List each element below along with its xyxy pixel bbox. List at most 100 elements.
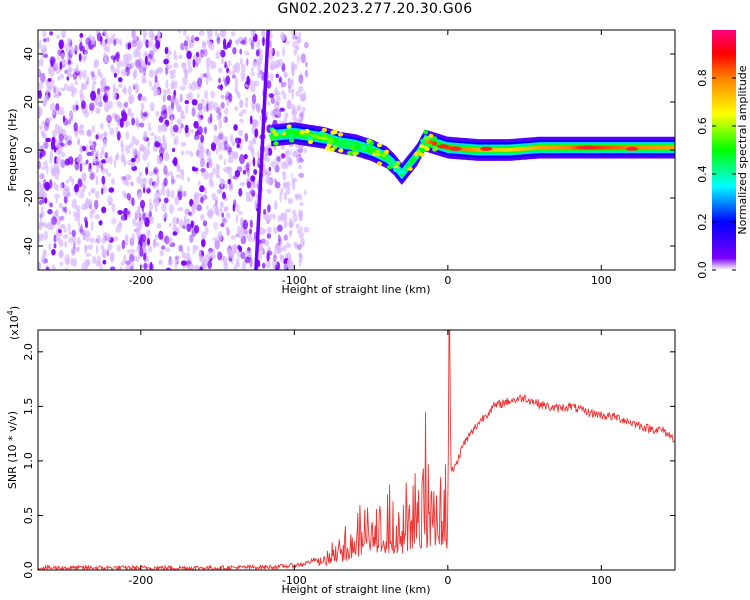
noise-blob <box>160 188 166 196</box>
noise-blob <box>214 30 218 37</box>
trace-peak <box>626 146 639 151</box>
noise-blob <box>250 71 255 76</box>
noise-blob <box>62 187 68 198</box>
noise-blob <box>126 210 131 215</box>
noise-blob <box>157 142 163 148</box>
noise-blob <box>92 80 97 86</box>
noise-blob <box>224 107 229 115</box>
noise-blob <box>245 97 249 103</box>
noise-blob <box>225 95 228 101</box>
noise-blob <box>68 210 72 215</box>
noise-blob <box>209 172 214 178</box>
noise-blob <box>277 59 284 67</box>
snr-line <box>38 330 675 570</box>
noise-blob <box>276 244 282 254</box>
noise-blob <box>204 226 209 235</box>
noise-blob <box>59 73 65 80</box>
noise-blob <box>84 232 91 242</box>
noise-blob <box>264 147 269 158</box>
noise-blob <box>182 190 186 197</box>
noise-blob <box>148 122 151 127</box>
noise-blob <box>265 170 272 177</box>
trace-blob <box>367 148 374 153</box>
noise-blob <box>86 129 92 138</box>
noise-blob <box>85 252 92 257</box>
noise-blob <box>128 143 134 149</box>
noise-blob <box>200 214 205 221</box>
noise-blob <box>135 117 139 126</box>
trace-blob <box>424 136 430 141</box>
noise-blob <box>79 92 85 103</box>
noise-blob <box>266 226 272 235</box>
noise-blob <box>91 71 95 78</box>
trace-blob <box>419 148 426 153</box>
noise-blob <box>140 218 144 225</box>
noise-blob <box>43 122 50 132</box>
noise-blob <box>232 175 238 180</box>
noise-blob <box>201 231 207 240</box>
noise-blob <box>79 162 83 172</box>
noise-blob <box>192 167 199 172</box>
vertical-stripe <box>254 30 270 270</box>
noise-blob <box>123 254 127 264</box>
noise-blob <box>106 91 110 96</box>
noise-blob <box>102 138 108 148</box>
noise-blob <box>184 214 187 224</box>
noise-blob <box>290 266 295 270</box>
noise-blob <box>90 208 96 214</box>
noise-blob <box>121 88 128 93</box>
trace-blob <box>307 139 314 144</box>
trace-peak <box>449 146 462 151</box>
noise-blob <box>173 62 179 69</box>
noise-blob <box>225 226 229 231</box>
noise-blob <box>90 187 96 194</box>
noise-blob <box>50 102 56 112</box>
noise-blob <box>55 209 59 217</box>
noise-blob <box>186 223 192 232</box>
trace-core <box>419 144 425 149</box>
noise-blob <box>56 156 62 165</box>
noise-blob <box>133 49 139 58</box>
noise-blob <box>124 66 129 72</box>
noise-blob <box>71 86 78 95</box>
noise-blob <box>298 165 303 170</box>
noise-blob <box>182 30 187 36</box>
noise-blob <box>281 255 285 263</box>
noise-blob <box>122 190 126 197</box>
noise-blob <box>66 76 70 81</box>
trace-blob <box>427 143 433 148</box>
noise-blob <box>248 228 253 235</box>
noise-blob <box>171 132 175 137</box>
noise-blob <box>197 77 202 88</box>
noise-blob <box>139 263 144 269</box>
noise-blob <box>130 112 134 119</box>
noise-blob <box>145 39 150 49</box>
y-tick-label: 0 <box>22 147 35 154</box>
trace-core <box>407 162 412 167</box>
noise-blob <box>70 48 75 56</box>
y-tick-label: 0.5 <box>22 507 35 525</box>
noise-blob <box>193 120 199 129</box>
noise-blob <box>100 86 106 93</box>
noise-blob <box>111 112 118 119</box>
noise-blob <box>231 70 236 76</box>
noise-blob <box>270 160 276 168</box>
trace-blob <box>307 135 313 140</box>
noise-blob <box>173 98 180 106</box>
noise-blob <box>273 226 278 234</box>
noise-blob <box>249 145 254 153</box>
noise-blob <box>190 34 195 44</box>
noise-blob <box>113 159 117 169</box>
noise-blob <box>274 164 280 173</box>
noise-blob <box>124 101 129 108</box>
noise-blob <box>107 243 113 251</box>
noise-blob <box>69 110 74 120</box>
noise-blob <box>145 166 149 175</box>
noise-blob <box>172 147 176 153</box>
noise-blob <box>125 66 131 77</box>
noise-blob <box>303 226 310 233</box>
noise-blob <box>148 69 155 78</box>
noise-blob <box>168 236 173 246</box>
noise-blob <box>38 160 41 170</box>
noise-blob <box>79 37 83 43</box>
